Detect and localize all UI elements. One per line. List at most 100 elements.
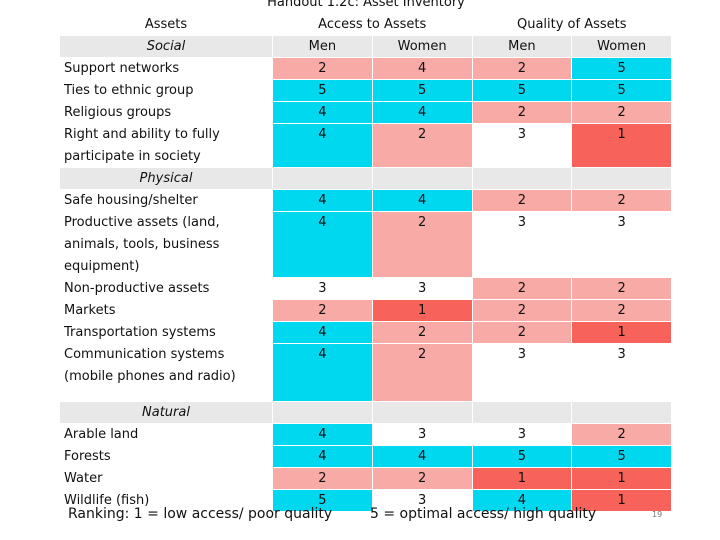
cell-quality-men: 5 <box>472 446 573 468</box>
row-label: Transportation systems <box>60 322 273 344</box>
cell-quality-men: 3 <box>472 424 573 446</box>
cell-quality-men: 4 <box>472 490 573 512</box>
cell-access-women: 2 <box>372 468 473 490</box>
cell-quality-women: 5 <box>572 58 672 80</box>
section-spacer <box>372 402 473 424</box>
page-number: 19 <box>652 510 663 519</box>
section-spacer <box>472 168 573 190</box>
cell-access-men: 5 <box>273 490 373 512</box>
row-label-line: equipment) <box>64 259 140 274</box>
cell-quality-women: 5 <box>572 446 672 468</box>
section-row-natural: Natural <box>60 402 672 424</box>
row-label: Religious groups <box>60 102 273 124</box>
row-label: Right and ability to fully participate i… <box>60 124 273 168</box>
table-row: Wildlife (fish) 5 3 4 1 <box>60 490 672 512</box>
cell-access-women: 4 <box>372 446 473 468</box>
cell-access-men: 4 <box>273 424 373 446</box>
cell-quality-women: 1 <box>572 124 672 168</box>
cell-quality-women: 2 <box>572 190 672 212</box>
table-row: Transportation systems 4 2 2 1 <box>60 322 672 344</box>
cell-access-men: 4 <box>273 102 373 124</box>
header-access: Access to Assets <box>273 14 473 36</box>
cell-quality-women: 3 <box>572 344 672 402</box>
section-spacer <box>273 402 373 424</box>
cell-quality-men: 5 <box>472 80 573 102</box>
cell-access-women: 1 <box>372 300 473 322</box>
cell-access-women: 3 <box>372 490 473 512</box>
header-row: Assets Access to Assets Quality of Asset… <box>60 14 672 36</box>
section-spacer <box>472 402 573 424</box>
header-quality: Quality of Assets <box>472 14 672 36</box>
row-label-line: (mobile phones and radio) <box>64 369 236 384</box>
table-row: Religious groups 4 4 2 2 <box>60 102 672 124</box>
cell-quality-men: 2 <box>472 190 573 212</box>
row-label-line: Right and ability to fully <box>64 127 220 142</box>
cell-quality-men: 2 <box>472 58 573 80</box>
row-label: Non-productive assets <box>60 278 273 300</box>
cell-access-men: 4 <box>273 344 373 402</box>
section-spacer <box>273 168 373 190</box>
cell-quality-women: 1 <box>572 468 672 490</box>
cell-access-women: 3 <box>372 424 473 446</box>
table-row: Support networks 2 4 2 5 <box>60 58 672 80</box>
table-row: Communication systems (mobile phones and… <box>60 344 672 402</box>
row-label: Support networks <box>60 58 273 80</box>
section-row-social: Social Men Women Men Women <box>60 36 672 58</box>
cell-access-women: 4 <box>372 102 473 124</box>
cell-quality-men: 2 <box>472 300 573 322</box>
row-label: Safe housing/shelter <box>60 190 273 212</box>
cell-quality-women: 2 <box>572 278 672 300</box>
ranking-note: Ranking: 1 = low access/ poor quality <box>68 506 333 522</box>
cell-access-men: 4 <box>273 322 373 344</box>
cell-quality-men: 3 <box>472 344 573 402</box>
cell-access-women: 3 <box>372 278 473 300</box>
section-physical: Physical <box>60 168 273 190</box>
cell-access-men: 2 <box>273 468 373 490</box>
row-label-line: animals, tools, business <box>64 237 220 252</box>
table-row: Productive assets (land, animals, tools,… <box>60 212 672 278</box>
cell-quality-men: 2 <box>472 278 573 300</box>
cell-quality-women: 2 <box>572 300 672 322</box>
row-label: Communication systems (mobile phones and… <box>60 344 273 402</box>
row-label: Productive assets (land, animals, tools,… <box>60 212 273 278</box>
row-label-line: participate in society <box>64 149 201 164</box>
optimal-note: 5 = optimal access/ high quality <box>370 506 597 522</box>
cell-access-women: 2 <box>372 322 473 344</box>
cell-quality-men: 1 <box>472 468 573 490</box>
cell-quality-women: 1 <box>572 490 672 512</box>
row-label-line: Communication systems <box>64 347 225 362</box>
cell-quality-men: 2 <box>472 322 573 344</box>
cell-access-men: 3 <box>273 278 373 300</box>
cell-access-men: 2 <box>273 300 373 322</box>
row-label-line: Productive assets (land, <box>64 215 220 230</box>
cell-access-men: 4 <box>273 124 373 168</box>
table-row: Right and ability to fully participate i… <box>60 124 672 168</box>
cell-access-women: 4 <box>372 190 473 212</box>
row-label: Ties to ethnic group <box>60 80 273 102</box>
row-label: Markets <box>60 300 273 322</box>
cell-quality-women: 5 <box>572 80 672 102</box>
cell-quality-women: 2 <box>572 424 672 446</box>
cell-access-men: 4 <box>273 212 373 278</box>
header-quality-men: Men <box>472 36 573 58</box>
row-label: Wildlife (fish) <box>60 490 273 512</box>
cell-access-men: 2 <box>273 58 373 80</box>
section-row-physical: Physical <box>60 168 672 190</box>
cell-quality-women: 2 <box>572 102 672 124</box>
section-natural: Natural <box>60 402 273 424</box>
section-spacer <box>572 402 672 424</box>
cell-quality-women: 1 <box>572 322 672 344</box>
table-row: Water 2 2 1 1 <box>60 468 672 490</box>
cell-quality-women: 3 <box>572 212 672 278</box>
cell-access-men: 4 <box>273 190 373 212</box>
table-row: Arable land 4 3 3 2 <box>60 424 672 446</box>
section-spacer <box>372 168 473 190</box>
cell-access-women: 2 <box>372 212 473 278</box>
header-quality-women: Women <box>572 36 672 58</box>
header-assets: Assets <box>60 14 273 36</box>
handout-title: Handout 1.2c: Asset Inventory <box>267 0 465 10</box>
cell-access-women: 2 <box>372 344 473 402</box>
table-row: Markets 2 1 2 2 <box>60 300 672 322</box>
row-label: Forests <box>60 446 273 468</box>
cell-access-women: 5 <box>372 80 473 102</box>
